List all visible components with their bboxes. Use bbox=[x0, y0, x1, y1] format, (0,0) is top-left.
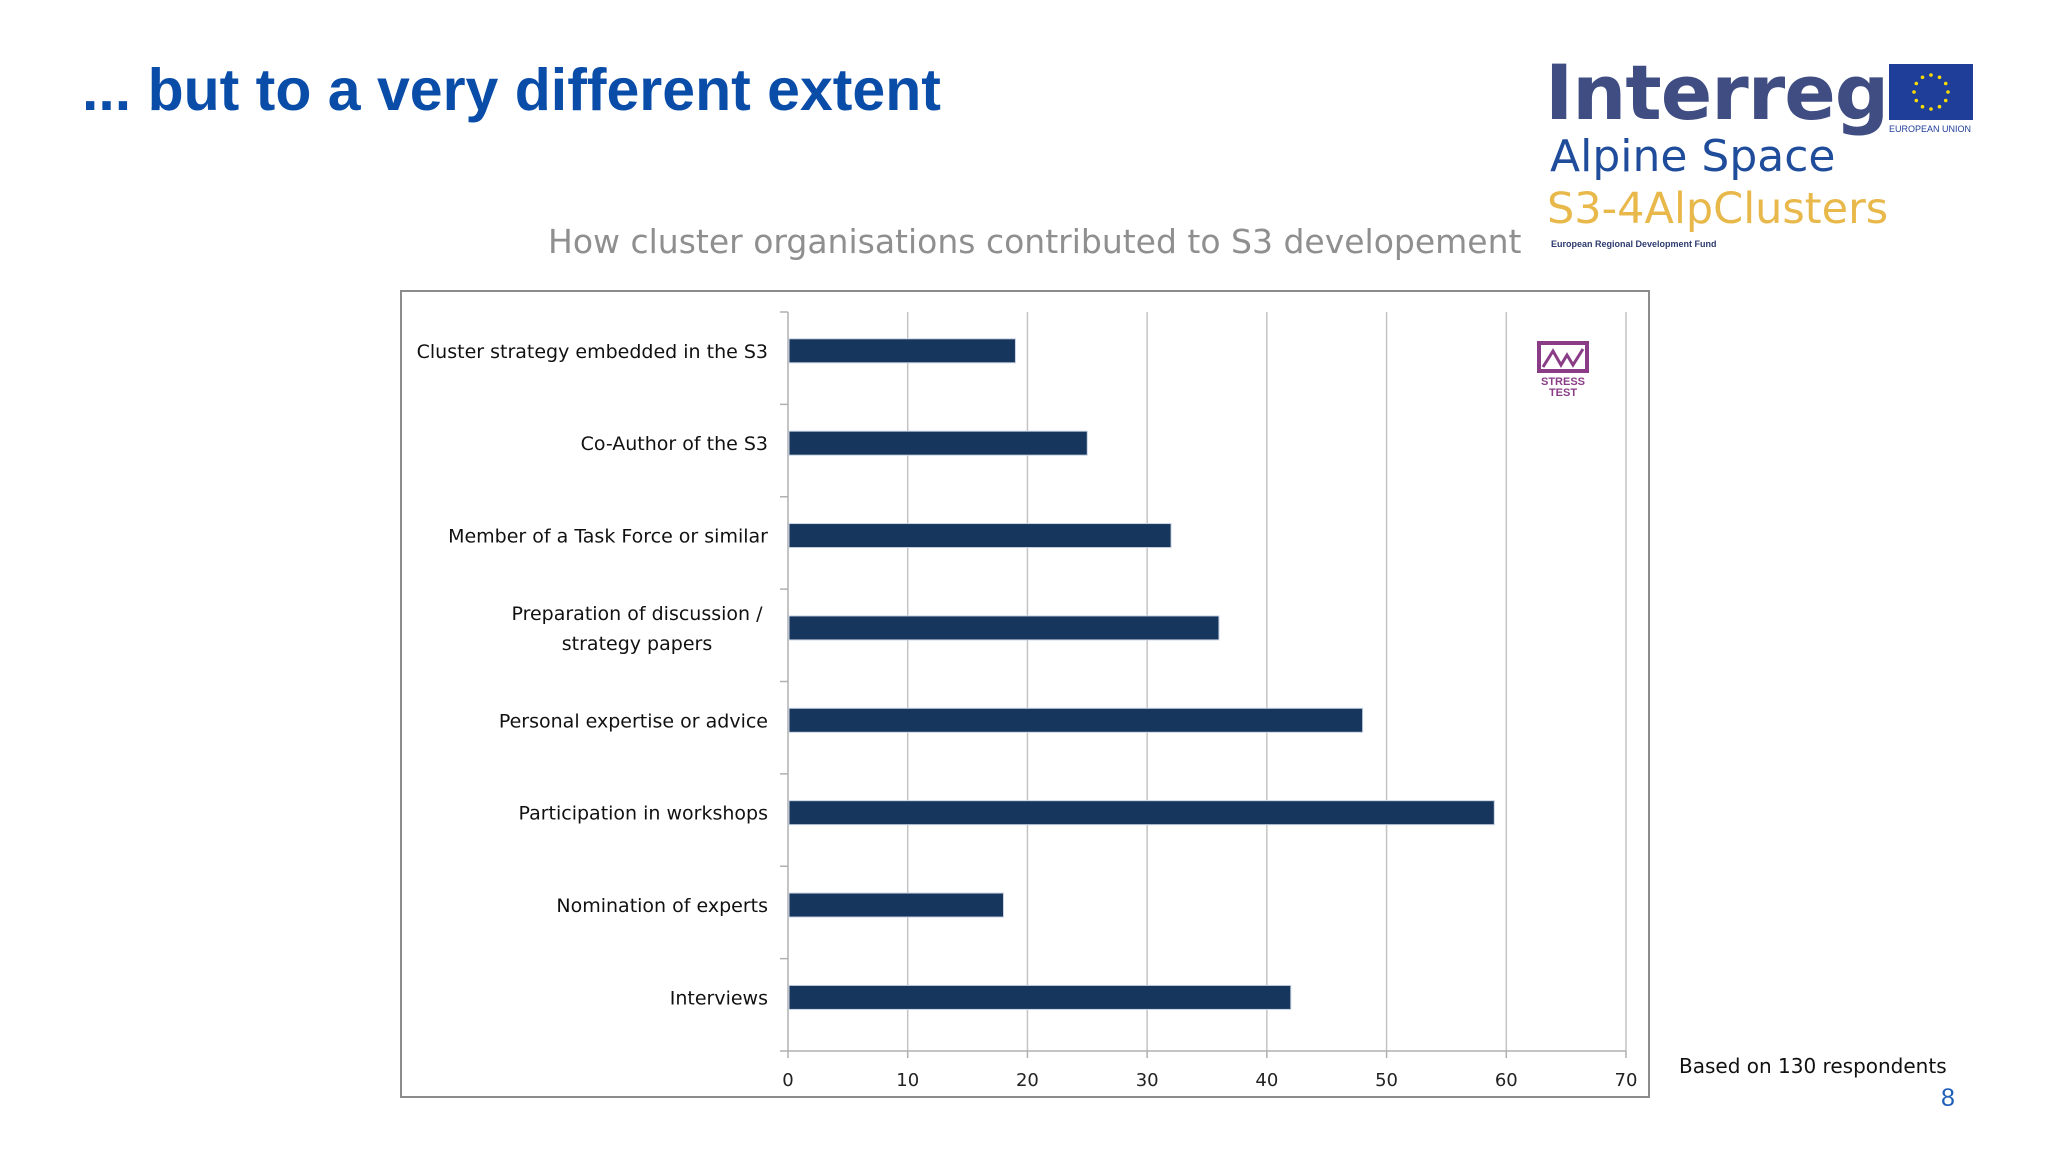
eu-star bbox=[1937, 75, 1942, 80]
alpine-space-wordmark: Alpine Space bbox=[1550, 131, 1836, 182]
bar bbox=[788, 523, 1172, 549]
fund-caption: European Regional Development Fund bbox=[1551, 239, 1717, 249]
bar bbox=[788, 338, 1016, 364]
bar bbox=[788, 615, 1220, 641]
bar bbox=[788, 430, 1088, 456]
x-tick-label: 20 bbox=[1016, 1070, 1039, 1091]
category-label: strategy papers bbox=[562, 633, 712, 655]
category-label: Co-Author of the S3 bbox=[581, 433, 768, 455]
bar bbox=[788, 800, 1495, 826]
eu-star bbox=[1912, 90, 1916, 94]
category-label: Interviews bbox=[670, 987, 768, 1009]
stress-test-logo: STRESS TEST bbox=[1535, 337, 1591, 401]
eu-star bbox=[1943, 98, 1948, 103]
category-label: Cluster strategy embedded in the S3 bbox=[417, 341, 768, 363]
eu-star bbox=[1946, 90, 1950, 94]
eu-star bbox=[1914, 98, 1919, 103]
chart-title: How cluster organisations contributed to… bbox=[548, 222, 1522, 261]
x-tick-label: 0 bbox=[782, 1070, 793, 1091]
bar bbox=[788, 984, 1292, 1010]
eu-star bbox=[1920, 75, 1925, 80]
project-wordmark: S3-4AlpClusters bbox=[1547, 184, 1889, 234]
x-tick-label: 40 bbox=[1255, 1070, 1278, 1091]
bar bbox=[788, 707, 1364, 733]
interreg-wordmark: Interreg bbox=[1545, 48, 1889, 137]
bar bbox=[788, 892, 1004, 918]
x-tick-label: 50 bbox=[1375, 1070, 1398, 1091]
eu-star bbox=[1929, 107, 1933, 111]
category-label: Member of a Task Force or similar bbox=[448, 526, 768, 548]
eu-star bbox=[1929, 73, 1933, 77]
page-number: 8 bbox=[1941, 1084, 1955, 1112]
eu-star bbox=[1920, 104, 1925, 109]
stress-test-icon: STRESS TEST bbox=[1537, 341, 1589, 399]
x-tick-label: 70 bbox=[1615, 1070, 1638, 1091]
chart-frame: 0 10 20 30 40 50 60 70 Cluster strategy embedded… bbox=[400, 290, 1650, 1098]
category-label: Personal expertise or advice bbox=[499, 710, 768, 732]
category-label: Participation in workshops bbox=[518, 803, 768, 825]
interreg-logo: Interreg Alpine Space S3-4AlpClusters Eu… bbox=[1545, 55, 1985, 255]
category-label: Nomination of experts bbox=[556, 895, 768, 917]
x-tick-label: 10 bbox=[896, 1070, 919, 1091]
x-tick-label: 60 bbox=[1495, 1070, 1518, 1091]
eu-caption: EUROPEAN UNION bbox=[1889, 124, 1972, 134]
eu-flag-icon bbox=[1889, 64, 1973, 120]
eu-stars-icon bbox=[1912, 73, 1950, 111]
respondents-note: Based on 130 respondents bbox=[1679, 1054, 1947, 1078]
eu-star bbox=[1943, 81, 1948, 86]
eu-star bbox=[1937, 104, 1942, 109]
eu-star bbox=[1914, 81, 1919, 86]
test-label: TEST bbox=[1549, 387, 1577, 399]
stress-label: STRESS bbox=[1541, 376, 1585, 388]
slide-title: ... but to a very different extent bbox=[82, 57, 941, 123]
category-label: Preparation of discussion / bbox=[511, 603, 763, 625]
x-tick-label: 30 bbox=[1136, 1070, 1159, 1091]
bar-chart: 0 10 20 30 40 50 60 70 Cluster strategy embedded… bbox=[417, 311, 1638, 1091]
